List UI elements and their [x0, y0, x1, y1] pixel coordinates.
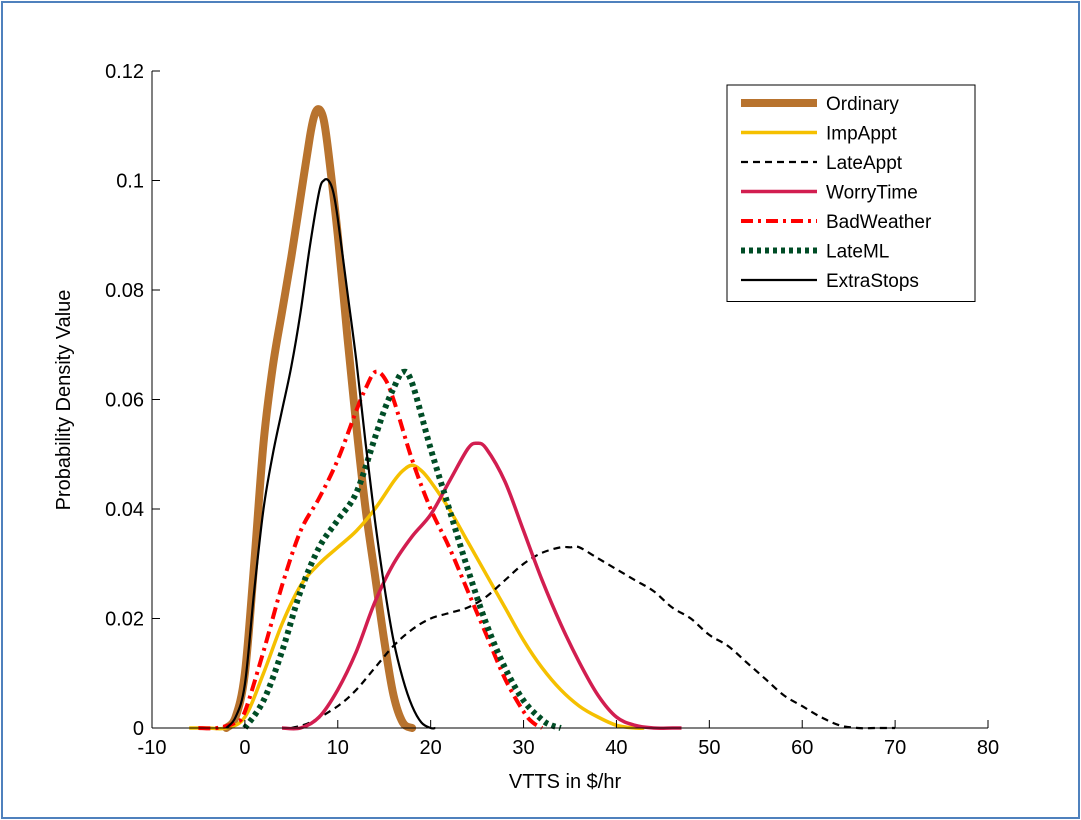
x-tick-label: 30	[512, 737, 534, 759]
legend-label-lateml: LateML	[826, 242, 889, 263]
y-tick-label: 0	[133, 718, 144, 740]
series-line-lateappt	[290, 545, 896, 730]
y-tick-label: 0.06	[105, 390, 144, 412]
x-tick-label: 70	[884, 737, 906, 759]
series-line-lateml	[242, 368, 562, 731]
series-line-ordinary	[222, 105, 417, 732]
x-tick-label: 50	[698, 737, 720, 759]
x-tick-label: 40	[605, 737, 627, 759]
legend-label-lateappt: LateAppt	[826, 153, 903, 174]
x-tick-label: 20	[420, 737, 442, 759]
legend-label-worrytime: WorryTime	[826, 183, 918, 204]
x-tick-label: 80	[977, 737, 999, 759]
series-layer	[189, 105, 896, 732]
x-tick-label: 10	[327, 737, 349, 759]
y-tick-label: 0.02	[105, 609, 144, 631]
y-axis-label: Probability Density Value	[53, 290, 75, 511]
legend-label-badweather: BadWeather	[826, 212, 932, 233]
x-tick-label: 60	[791, 737, 813, 759]
y-tick-label: 0.12	[105, 61, 144, 83]
y-tick-label: 0.08	[105, 280, 144, 302]
legend: Ordinary ImpAppt LateAppt WorryTime BadWeath…	[726, 84, 976, 302]
x-axis-label: VTTS in $/hr	[509, 771, 622, 793]
y-tick-label: 0.04	[105, 499, 144, 521]
series-line-impappt	[189, 463, 645, 731]
x-tick-label: -10	[138, 737, 167, 759]
series-line-worrytime	[281, 441, 682, 731]
x-tick-label: 0	[239, 737, 250, 759]
legend-label-ordinary: Ordinary	[826, 94, 899, 115]
y-tick-label: 0.1	[116, 171, 144, 193]
series-line-extrastops	[225, 178, 436, 730]
series-line-badweather	[198, 369, 544, 731]
axes-layer: -10 0 10 20 30 40 50 60 70 8000.020.040.060.080.1…	[105, 61, 999, 759]
legend-label-impappt: ImpAppt	[826, 124, 897, 145]
legend-label-extrastops: ExtraStops	[826, 271, 919, 292]
